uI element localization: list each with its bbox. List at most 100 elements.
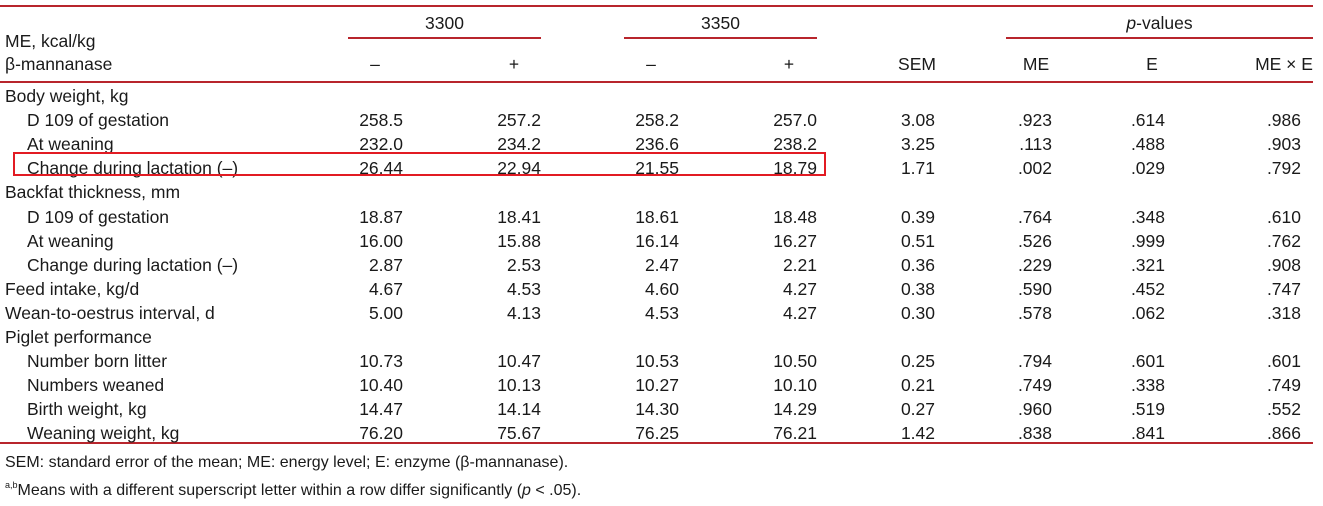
col-3350-plus-cell: 76.21	[773, 423, 817, 444]
row-label: Change during lactation (–)	[27, 158, 239, 179]
col-3300-plus-cell: 75.67	[497, 423, 541, 444]
col-sem-cell: 0.36	[900, 254, 935, 275]
col-p-me-cell: .113	[1019, 134, 1052, 155]
col-p-me-cell: .526	[1017, 230, 1052, 251]
col-p-e-cell: .338	[1130, 375, 1165, 396]
bottom-rule	[0, 442, 1313, 444]
col-sem-cell: 0.38	[900, 278, 935, 299]
col-3350-minus-cell: 14.30	[635, 399, 679, 420]
col-sem-cell: 0.51	[900, 230, 935, 251]
col-3300-minus-header: –	[370, 54, 380, 74]
col-3350-plus-cell: 10.50	[773, 351, 817, 372]
col-3350-minus-header: –	[646, 54, 656, 74]
group-3350-rule	[624, 37, 817, 39]
col-p-e-cell: .614	[1130, 110, 1165, 131]
col-p-me-header: ME	[1022, 54, 1050, 74]
col-3300-minus-cell: 14.47	[359, 399, 403, 420]
col-3300-plus-cell: 15.88	[497, 230, 541, 251]
me-label: ME, kcal/kg	[5, 31, 96, 51]
row-label: D 109 of gestation	[27, 110, 170, 131]
col-3350-minus-cell: 236.6	[635, 134, 679, 155]
col-p-mexe-cell: .318	[1266, 302, 1301, 323]
col-3350-minus-cell: 4.53	[644, 302, 679, 323]
row-label: D 109 of gestation	[27, 206, 170, 227]
col-p-mexe-cell: .552	[1266, 399, 1301, 420]
col-3350-minus-cell: 18.61	[635, 206, 679, 227]
row-label: At weaning	[27, 134, 114, 155]
col-3350-plus-cell: 10.10	[773, 375, 817, 396]
col-3300-minus-cell: 10.73	[359, 351, 403, 372]
row-label: Birth weight, kg	[27, 399, 147, 420]
col-3350-minus-cell: 16.14	[635, 230, 679, 251]
pvalues-p: p	[1126, 13, 1137, 33]
col-3300-minus-cell: 10.40	[359, 375, 403, 396]
col-p-me-cell: .590	[1017, 278, 1052, 299]
pvalues-rule	[1006, 37, 1313, 39]
footnote-2: a,bMeans with a different superscript le…	[5, 475, 581, 501]
col-sem-cell: 3.08	[900, 110, 935, 131]
col-3300-minus-cell: 16.00	[359, 230, 403, 251]
col-3300-plus-cell: 14.14	[497, 399, 541, 420]
col-p-e-cell: .348	[1130, 206, 1165, 227]
col-sem-cell: 0.27	[900, 399, 935, 420]
col-3350-minus-cell: 21.55	[635, 158, 679, 179]
col-3300-minus-cell: 2.87	[368, 254, 403, 275]
col-sem-cell: 3.25	[900, 134, 935, 155]
col-3300-minus-cell: 258.5	[359, 110, 403, 131]
footnote-2-p: p	[522, 482, 531, 499]
col-3350-plus-cell: 14.29	[773, 399, 817, 420]
row-label: Number born litter	[27, 351, 168, 372]
col-3300-plus-cell: 234.2	[497, 134, 541, 155]
col-3300-plus-cell: 257.2	[497, 110, 541, 131]
row-label: Backfat thickness, mm	[5, 182, 181, 203]
col-p-e-cell: .029	[1130, 158, 1165, 179]
footnote-1: SEM: standard error of the mean; ME: ene…	[5, 454, 569, 471]
col-3350-plus-cell: 4.27	[782, 278, 817, 299]
group-3350-label: 3350	[701, 13, 740, 33]
col-p-me-cell: .838	[1017, 423, 1052, 444]
col-p-me-cell: .229	[1017, 254, 1052, 275]
col-3300-minus-cell: 4.67	[368, 278, 403, 299]
col-3300-plus-cell: 4.53	[506, 278, 541, 299]
col-3300-minus-cell: 5.00	[368, 302, 403, 323]
col-sem-cell: 1.71	[900, 158, 935, 179]
col-3350-plus-cell: 18.48	[773, 206, 817, 227]
col-3350-minus-cell: 10.53	[635, 351, 679, 372]
col-p-mexe-cell: .908	[1266, 254, 1301, 275]
col-3350-minus-cell: 2.47	[644, 254, 679, 275]
col-p-e-cell: .321	[1130, 254, 1165, 275]
col-p-mexe-cell: .762	[1266, 230, 1301, 251]
col-3300-minus-cell: 76.20	[359, 423, 403, 444]
col-p-e-header: E	[1146, 54, 1158, 74]
col-3350-plus-cell: 2.21	[782, 254, 817, 275]
row-label: At weaning	[27, 230, 114, 251]
col-p-me-cell: .960	[1017, 399, 1052, 420]
group-3300-label: 3300	[425, 13, 464, 33]
col-3350-plus-header: +	[783, 54, 795, 74]
pvalues-label: p-values	[1006, 12, 1313, 34]
col-p-mexe-cell: .601	[1266, 351, 1301, 372]
col-3300-plus-cell: 10.47	[497, 351, 541, 372]
highlight-box	[13, 152, 826, 176]
col-p-me-cell: .923	[1017, 110, 1052, 131]
col-p-e-cell: .999	[1130, 230, 1165, 251]
col-3300-plus-cell: 10.13	[497, 375, 541, 396]
col-3350-plus-cell: 16.27	[773, 230, 817, 251]
row-label: Wean-to-oestrus interval, d	[5, 302, 215, 323]
row-label: Body weight, kg	[5, 86, 129, 106]
col-p-me-cell: .794	[1017, 351, 1052, 372]
col-p-mexe-header: ME × E	[1255, 54, 1313, 74]
col-3300-minus-cell: 26.44	[359, 158, 403, 179]
col-p-e-cell: .452	[1130, 278, 1165, 299]
col-p-mexe-cell: .986	[1266, 110, 1301, 131]
col-p-e-cell: .062	[1130, 302, 1165, 323]
col-3300-minus-cell: 18.87	[359, 206, 403, 227]
col-p-e-cell: .601	[1130, 351, 1165, 372]
enzyme-label: β-mannanase	[5, 54, 113, 74]
col-3350-minus-cell: 258.2	[635, 110, 679, 131]
row-label: Change during lactation (–)	[27, 254, 239, 275]
col-3350-plus-cell: 4.27	[782, 302, 817, 323]
col-sem-header: SEM	[898, 54, 936, 74]
col-3350-minus-cell: 10.27	[635, 375, 679, 396]
col-p-me-cell: .002	[1017, 158, 1052, 179]
